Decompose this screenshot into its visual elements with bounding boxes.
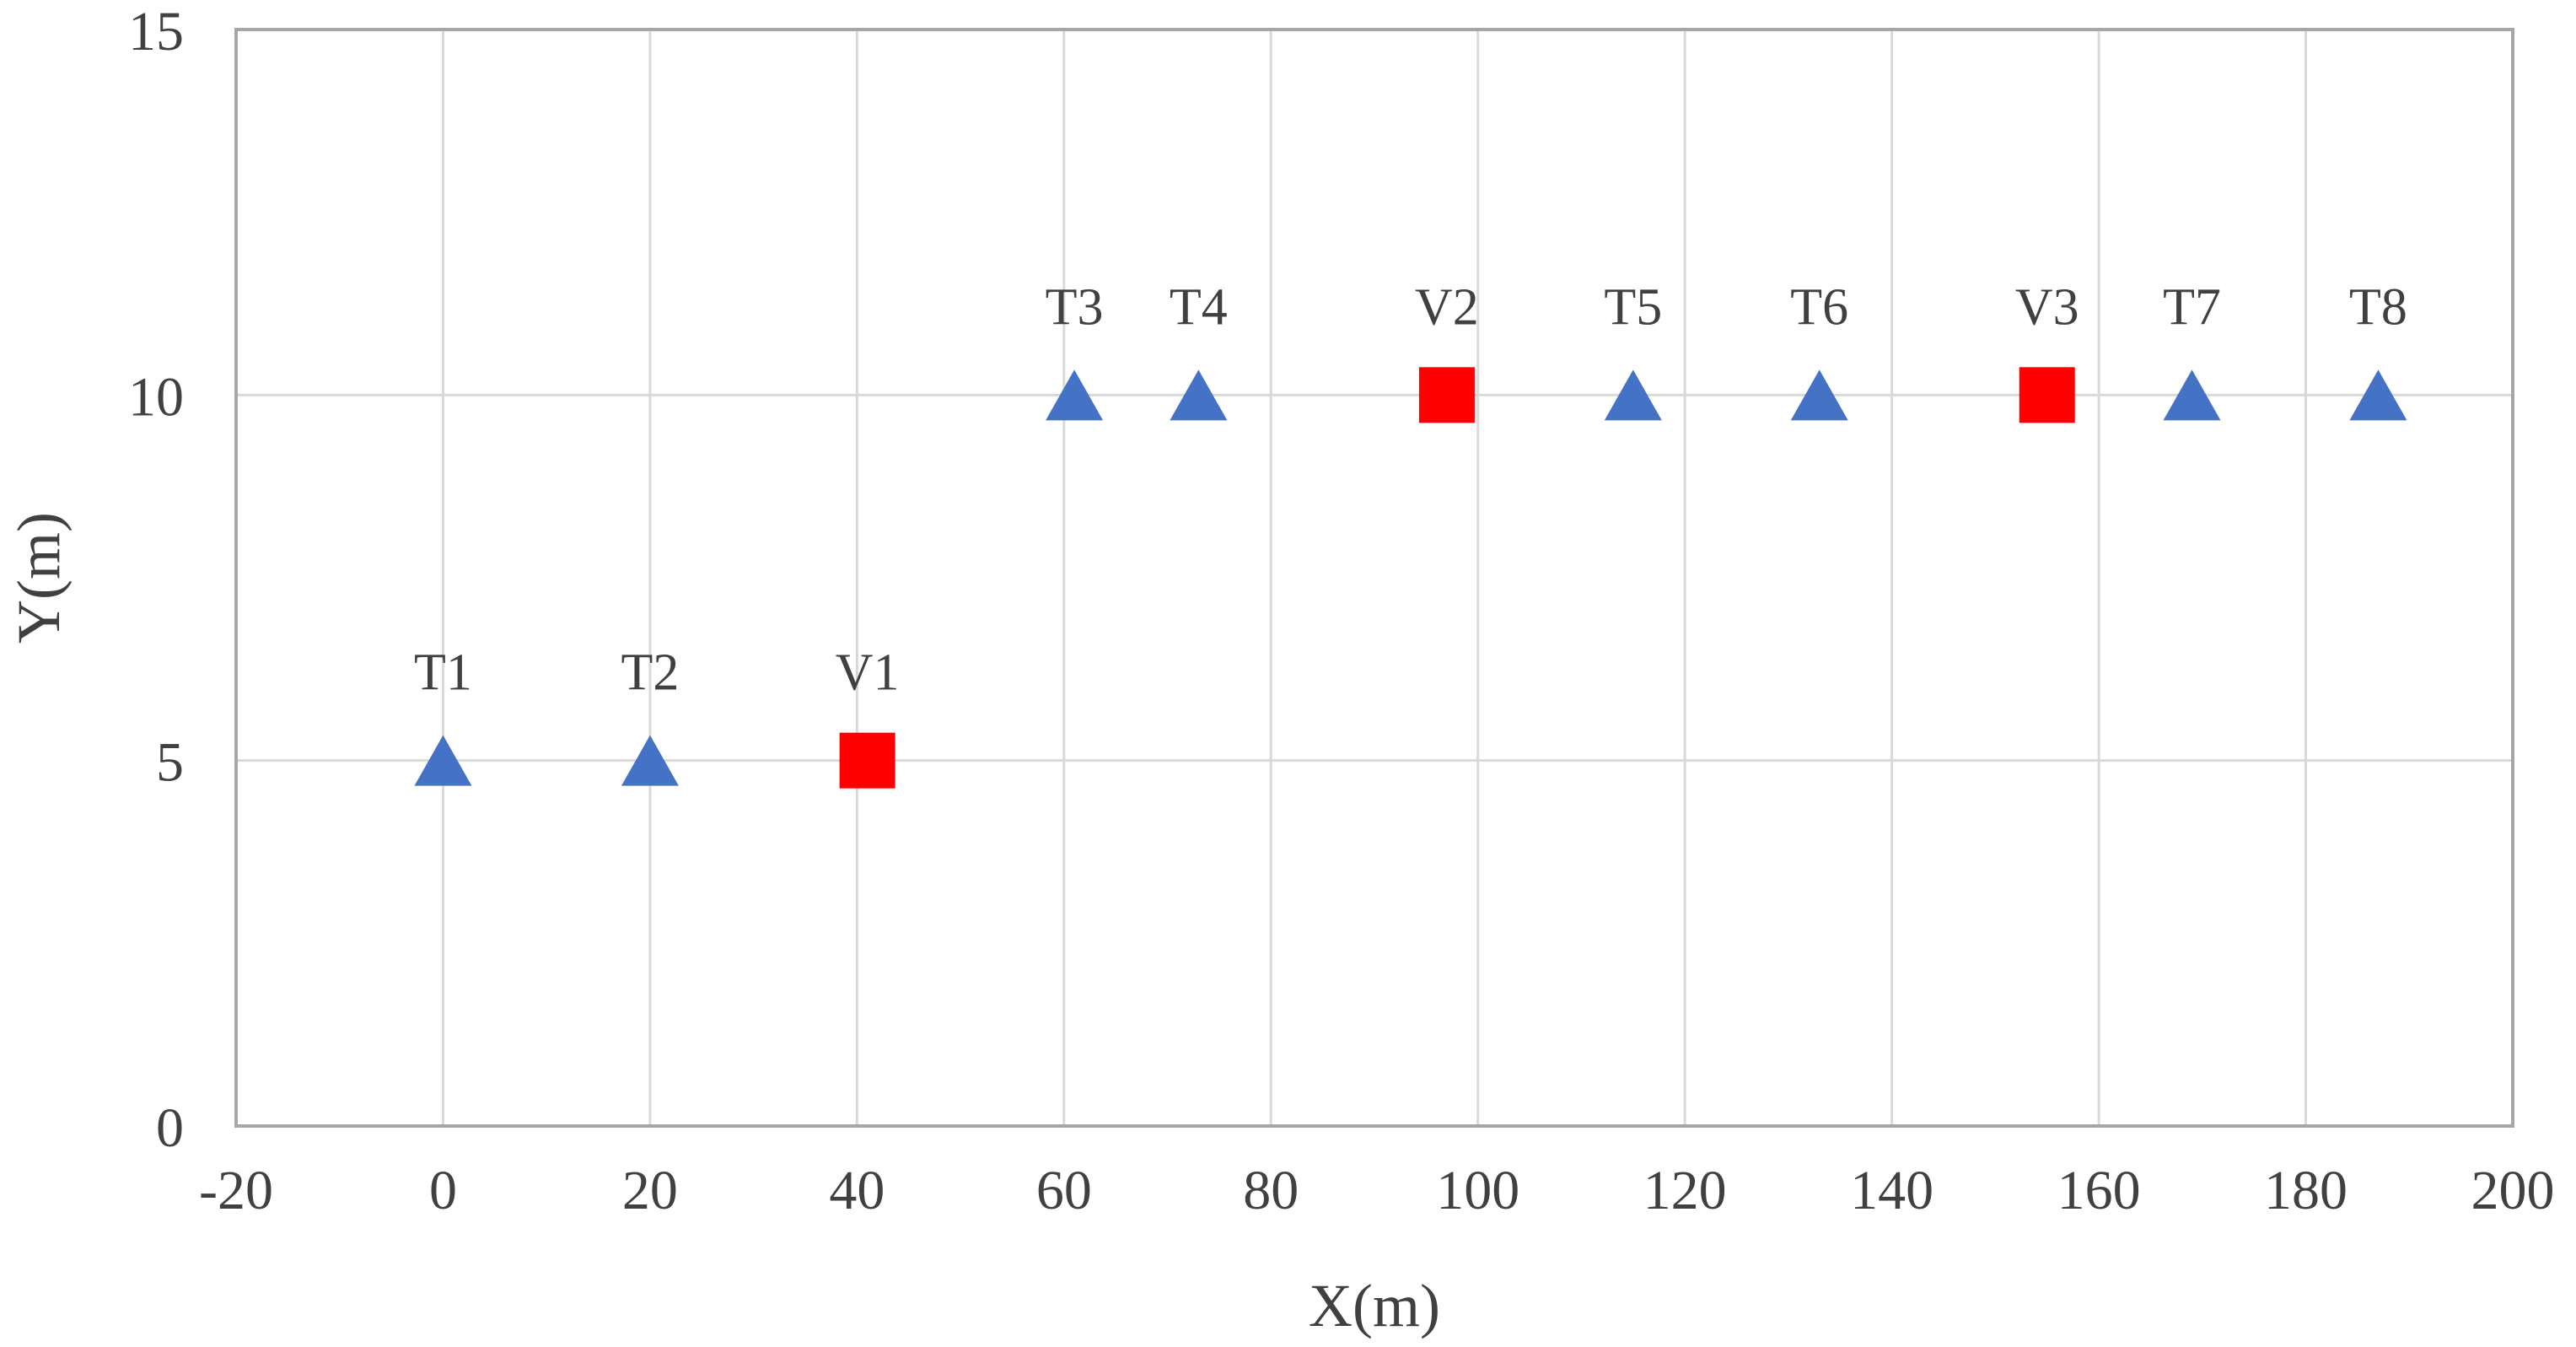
x-axis-ticks: -20 0 20 40 60 80 100 120 140 160 180 200 xyxy=(199,1160,2554,1221)
x-tick-label: 20 xyxy=(622,1160,678,1221)
marker-t5 xyxy=(1604,369,1662,421)
marker-v2 xyxy=(1418,367,1475,423)
marker-t6 xyxy=(1790,369,1848,421)
marker-v1 xyxy=(839,732,895,789)
marker-t2 xyxy=(621,735,679,786)
x-tick-label: 200 xyxy=(2471,1160,2555,1221)
y-axis-title: Y(m) xyxy=(5,512,73,644)
point-label-t7: T7 xyxy=(2163,278,2221,336)
point-label-t6: T6 xyxy=(1790,278,1848,336)
x-tick-label: 100 xyxy=(1436,1160,1519,1221)
point-label-t5: T5 xyxy=(1604,278,1662,336)
x-tick-label: 40 xyxy=(829,1160,885,1221)
point-label-t2: T2 xyxy=(621,644,679,702)
point-label-t1: T1 xyxy=(414,644,472,702)
x-tick-label: 0 xyxy=(429,1160,457,1221)
point-label-t4: T4 xyxy=(1170,278,1228,336)
marker-t8 xyxy=(2349,369,2407,421)
x-tick-label: 80 xyxy=(1243,1160,1299,1221)
marker-t1 xyxy=(414,735,472,786)
x-tick-label: -20 xyxy=(199,1160,273,1221)
data-labels: T1 T2 T3 T4 T5 T6 T7 T8 V1 V2 V3 xyxy=(414,278,2407,701)
x-tick-label: 120 xyxy=(1643,1160,1727,1221)
marker-v3 xyxy=(2019,367,2075,423)
x-axis-title: X(m) xyxy=(1309,1272,1440,1339)
y-tick-label: 10 xyxy=(128,366,184,428)
point-label-t8: T8 xyxy=(2349,278,2407,336)
y-axis-ticks: 0 5 10 15 xyxy=(128,1,184,1159)
point-label-v2: V2 xyxy=(1415,278,1479,336)
point-label-v3: V3 xyxy=(2015,278,2079,336)
y-tick-label: 5 xyxy=(156,732,184,794)
x-tick-label: 60 xyxy=(1036,1160,1092,1221)
marker-t4 xyxy=(1170,369,1228,421)
x-tick-label: 160 xyxy=(2057,1160,2141,1221)
marker-t3 xyxy=(1046,369,1104,421)
point-label-t3: T3 xyxy=(1046,278,1104,336)
marker-t7 xyxy=(2163,369,2221,421)
x-tick-label: 180 xyxy=(2264,1160,2347,1221)
point-label-v1: V1 xyxy=(836,644,900,702)
data-markers xyxy=(414,367,2407,789)
grid-lines xyxy=(236,30,2513,1126)
plot-area-border xyxy=(234,28,2514,1128)
y-tick-label: 15 xyxy=(128,1,184,62)
y-tick-label: 0 xyxy=(156,1097,184,1159)
x-tick-label: 140 xyxy=(1850,1160,1933,1221)
